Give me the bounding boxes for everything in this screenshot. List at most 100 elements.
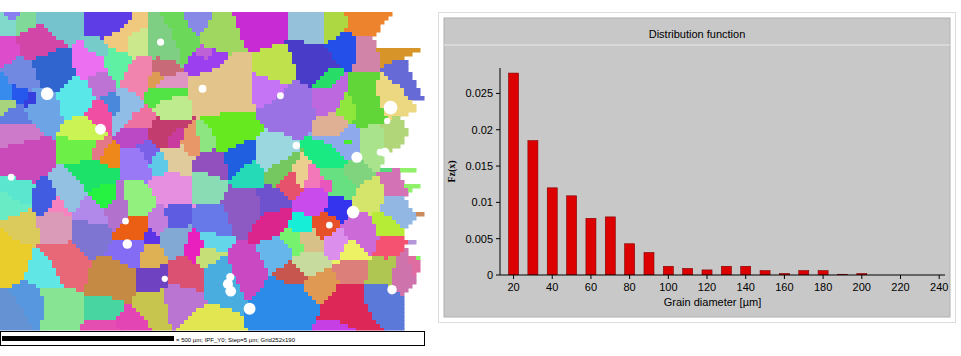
grain-region: [80, 76, 89, 81]
grain-region: [24, 56, 37, 61]
grain-region: [36, 100, 61, 105]
grain-region: [44, 312, 85, 317]
grain-region: [0, 236, 13, 241]
grain-region: [200, 32, 241, 37]
grain-region: [360, 184, 385, 189]
grain-region: [324, 32, 341, 37]
grain-region: [312, 96, 345, 101]
grain-region: [16, 16, 37, 21]
grain-region: [164, 76, 189, 81]
grain-region: [252, 84, 289, 89]
grain-region: [380, 60, 393, 65]
grain-region: [52, 136, 57, 141]
grain-region: [344, 28, 381, 33]
grain-region: [300, 232, 317, 237]
grain-region: [200, 264, 209, 269]
grain-region: [120, 260, 141, 265]
grain-region: [344, 128, 361, 133]
grain-region: [336, 60, 357, 65]
grain-region: [328, 192, 357, 197]
grain-region: [228, 164, 245, 169]
grain-region: [184, 12, 213, 17]
grain-region: [228, 52, 233, 57]
grain-region: [104, 100, 121, 105]
grain-region: [0, 60, 13, 65]
grain-region: [320, 236, 325, 241]
grain-region: [0, 120, 33, 125]
grain-region: [84, 28, 121, 33]
grain-region: [288, 24, 325, 29]
grain-region: [332, 268, 369, 273]
grain-region: [180, 56, 189, 61]
grain-region: [128, 36, 149, 41]
grain-region: [180, 172, 193, 177]
grain-region: [128, 40, 149, 45]
unindexed-spot: [277, 92, 284, 99]
grain-region: [228, 256, 261, 261]
grain-region: [192, 204, 197, 209]
grain-region: [252, 68, 297, 73]
grain-region: [228, 184, 233, 189]
grain-region: [372, 176, 381, 181]
grain-region: [108, 48, 117, 53]
grain-region: [120, 152, 145, 157]
grain-region: [40, 84, 65, 89]
grain-region: [128, 48, 149, 53]
grain-region: [116, 92, 137, 97]
grain-region: [344, 164, 369, 169]
grain-region: [72, 56, 105, 61]
grain-region: [128, 64, 153, 69]
grain-region: [252, 296, 313, 301]
grain-region: [208, 56, 229, 61]
x-tick-label: 160: [775, 281, 793, 293]
grain-region: [200, 40, 245, 45]
grain-region: [132, 56, 137, 61]
grain-region: [316, 108, 337, 113]
bar: [644, 252, 654, 275]
grain-region: [412, 272, 417, 277]
grain-region: [368, 272, 393, 277]
grain-region: [212, 68, 253, 73]
x-tick: [784, 275, 785, 279]
grain-region: [148, 160, 153, 165]
grain-region: [188, 20, 209, 25]
grain-region: [144, 248, 165, 253]
grain-region: [356, 48, 377, 53]
grain-region: [376, 172, 401, 177]
grain-region: [384, 328, 405, 331]
grain-region: [356, 60, 381, 65]
grain-region: [164, 156, 197, 161]
grain-region: [96, 140, 113, 145]
grain-region: [104, 36, 129, 41]
grain-region: [12, 84, 17, 89]
grain-region: [356, 44, 377, 49]
grain-region: [212, 48, 217, 53]
grain-region: [256, 188, 281, 193]
grain-region: [192, 208, 225, 213]
grain-region: [148, 24, 169, 29]
grain-region: [148, 28, 173, 33]
grain-region: [88, 192, 117, 197]
grain-region: [312, 228, 317, 233]
grain-region: [128, 68, 153, 73]
grain-region: [192, 120, 197, 125]
grain-region: [128, 212, 149, 217]
grain-region: [224, 192, 257, 197]
grain-region: [0, 196, 13, 201]
grain-region: [332, 56, 357, 61]
grain-region: [328, 256, 341, 261]
grain-region: [36, 24, 45, 29]
x-tick: [823, 275, 824, 279]
grain-region: [192, 184, 229, 189]
grain-region: [292, 52, 333, 57]
grain-region: [260, 204, 293, 209]
grain-region: [320, 312, 373, 317]
grain-region: [120, 312, 141, 317]
grain-region: [376, 248, 405, 253]
unindexed-spot: [384, 118, 390, 124]
grain-region: [28, 268, 57, 273]
x-tick: [707, 275, 708, 279]
grain-region: [264, 124, 313, 129]
unindexed-spot: [123, 239, 133, 249]
grain-region: [264, 280, 285, 285]
